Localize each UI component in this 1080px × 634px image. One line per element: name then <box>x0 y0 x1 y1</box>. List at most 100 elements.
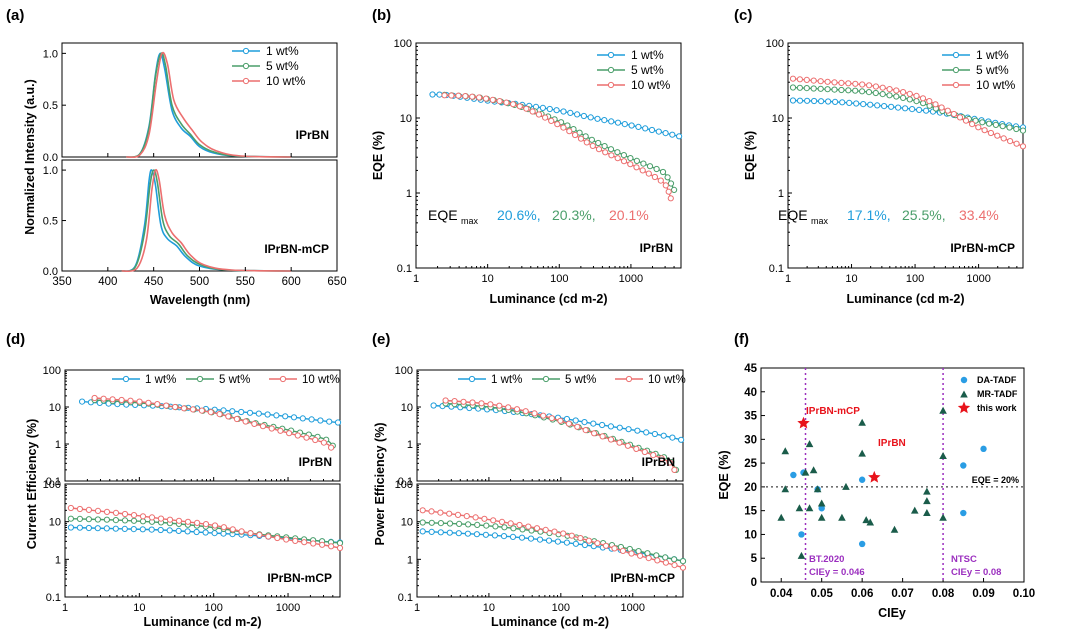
series-marker-4-0 <box>572 540 580 547</box>
series-marker-3-1 <box>76 515 84 523</box>
series-marker-1-2 <box>542 114 549 121</box>
y-tick-label: 40 <box>744 387 757 399</box>
series-marker-4-2 <box>637 552 644 559</box>
series-marker-4-2 <box>645 555 652 562</box>
series-marker-2-1 <box>796 84 804 91</box>
legend-marker <box>468 375 476 383</box>
series-marker-4-2 <box>666 459 673 466</box>
x-tick-label: 350 <box>52 276 71 288</box>
series-marker-3-2 <box>85 506 93 513</box>
series-marker-1-2 <box>566 128 573 135</box>
series-marker-4-1 <box>446 520 454 527</box>
series-marker-2-2 <box>1019 143 1027 150</box>
series-marker-2-2 <box>944 107 951 114</box>
series-marker-1-2 <box>548 117 555 125</box>
legend-label-this-work: this work <box>977 403 1018 413</box>
series-marker-4-1 <box>465 521 472 528</box>
series-marker-3-2 <box>166 516 174 523</box>
series-marker-3-0 <box>94 525 101 532</box>
series-marker-3-2 <box>100 395 107 402</box>
annotation-iprbn-mcp: IPrBN-mCP <box>806 406 860 417</box>
series-marker-3-0 <box>112 525 119 532</box>
legend-label-2: 10 wt% <box>266 74 306 88</box>
series-marker-1-0 <box>560 108 567 115</box>
legend-marker <box>607 66 615 74</box>
series-marker-3-2 <box>67 504 75 512</box>
da-tadf-point <box>858 476 866 483</box>
legend-label-2: 10 wt% <box>302 374 340 386</box>
panel-label-e: (e) <box>372 331 390 348</box>
series-marker-2-1 <box>789 84 797 91</box>
legend-label-0: 1 wt% <box>145 374 176 386</box>
series-marker-3-0 <box>238 408 245 416</box>
series-marker-4-2 <box>513 406 521 413</box>
series-marker-2-0 <box>909 106 916 113</box>
series-marker-3-1 <box>85 516 93 523</box>
mr-tadf-point <box>862 516 870 524</box>
series-marker-2-2 <box>879 84 886 91</box>
series-marker-1-2 <box>595 146 603 153</box>
series-marker-4-2 <box>505 404 512 411</box>
series-marker-4-0 <box>651 430 659 438</box>
y-tick-label: 1.0 <box>43 165 58 177</box>
da-tadf-point <box>818 505 825 512</box>
legend-marker-this-work <box>957 401 971 414</box>
mr-tadf-point <box>838 513 846 521</box>
spectrum-line-2 <box>121 168 292 272</box>
legend-label-1: 5 wt% <box>219 374 250 386</box>
series-marker-2-0 <box>867 101 874 108</box>
series-marker-4-0 <box>527 535 535 542</box>
series-marker-1-0 <box>648 126 656 134</box>
legend-label-1: 5 wt% <box>266 59 299 73</box>
series-marker-2-1 <box>979 119 986 126</box>
series-marker-3-2 <box>277 427 284 434</box>
series-marker-1-2 <box>662 182 669 189</box>
mr-tadf-point <box>866 518 875 526</box>
series-marker-3-2 <box>94 507 102 514</box>
series-marker-4-0 <box>678 436 685 443</box>
series-marker-1-2 <box>489 96 496 104</box>
x-tick-label: 0.10 <box>1013 588 1035 600</box>
mr-tadf-point <box>795 504 804 512</box>
x-tick-label: 100 <box>552 602 570 614</box>
series-marker-4-2 <box>540 412 547 419</box>
legend-label-mr: MR-TADF <box>977 389 1018 399</box>
series-marker-4-0 <box>419 528 426 535</box>
series-marker-4-2 <box>454 511 462 519</box>
series-marker-3-0 <box>67 524 75 531</box>
series-marker-3-2 <box>265 533 272 540</box>
series-marker-2-0 <box>825 98 832 105</box>
mr-tadf-point <box>910 506 919 514</box>
series-marker-4-0 <box>625 426 632 433</box>
series-marker-1-1 <box>607 146 615 153</box>
series-marker-3-0 <box>273 412 280 419</box>
legend-label-0: 1 wt% <box>266 44 299 58</box>
series-marker-1-2 <box>608 152 615 159</box>
eqe-max-sub: max <box>811 216 829 226</box>
series-marker-3-2 <box>189 406 197 413</box>
y-tick-label: 0.1 <box>397 263 412 275</box>
panel-name: IPrBN-mCP <box>264 242 329 256</box>
this-work-point <box>868 470 881 483</box>
series-marker-3-0 <box>130 526 137 533</box>
series-marker-2-1 <box>913 98 920 105</box>
series-marker-3-2 <box>238 528 245 535</box>
series-marker-4-2 <box>496 402 503 409</box>
y-axis-title: EQE (%) <box>371 131 385 180</box>
series-marker-3-0 <box>317 417 324 424</box>
series-marker-3-2 <box>145 399 152 406</box>
series-marker-3-2 <box>121 510 129 518</box>
series-marker-2-0 <box>796 97 804 104</box>
series-marker-4-0 <box>599 421 606 429</box>
da-tadf-point <box>798 531 805 538</box>
series-marker-3-1 <box>130 517 138 524</box>
legend-label-2: 10 wt% <box>976 78 1016 92</box>
series-marker-3-2 <box>211 522 219 529</box>
series-marker-1-2 <box>535 111 543 118</box>
eqe-max-value-1: 25.5%, <box>902 207 946 223</box>
series-marker-3-2 <box>319 541 326 548</box>
mr-tadf-point <box>939 406 947 414</box>
series-marker-2-2 <box>981 127 988 134</box>
series-marker-2-2 <box>900 89 907 96</box>
